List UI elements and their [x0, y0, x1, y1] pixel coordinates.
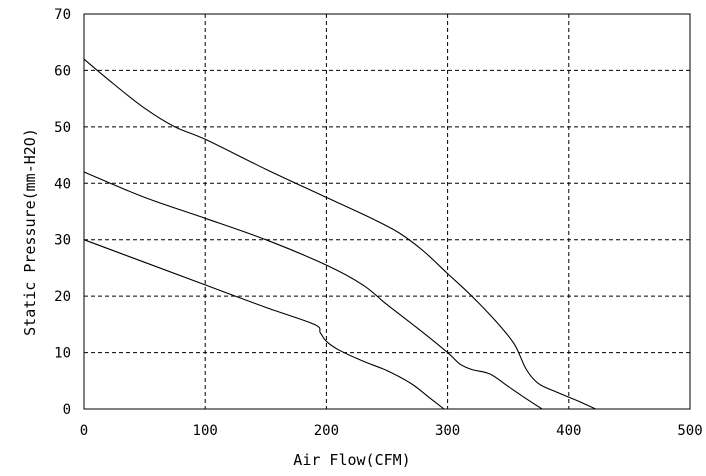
y-tick-label: 70 [54, 7, 71, 23]
y-tick-label: 40 [54, 176, 71, 192]
y-tick-label: 30 [54, 233, 71, 249]
x-tick-labels: 0 100 200 300 400 500 [80, 423, 703, 439]
series-line-1 [83, 58, 596, 410]
y-tick-label: 20 [54, 289, 71, 305]
plot-frame [83, 13, 691, 410]
y-tick-label: 0 [63, 402, 71, 418]
x-tick-label: 0 [80, 423, 88, 439]
curve-layer [83, 58, 596, 410]
x-tick-label: 100 [193, 423, 218, 439]
x-tick-label: 300 [435, 423, 460, 439]
y-tick-label: 60 [54, 63, 71, 79]
y-tick-label: 10 [54, 346, 71, 362]
series-line-2 [83, 171, 543, 410]
x-tick-label: 400 [556, 423, 581, 439]
series-line-3 [83, 239, 445, 410]
y-tick-labels: 0 10 20 30 40 50 60 70 [54, 7, 71, 418]
grid-lines [84, 14, 690, 409]
x-tick-label: 500 [677, 423, 702, 439]
x-tick-label: 200 [314, 423, 339, 439]
y-tick-label: 50 [54, 120, 71, 136]
y-axis-label: Static Pressure(mm-H2O) [21, 128, 39, 336]
x-axis-label: Air Flow(CFM) [293, 451, 410, 469]
